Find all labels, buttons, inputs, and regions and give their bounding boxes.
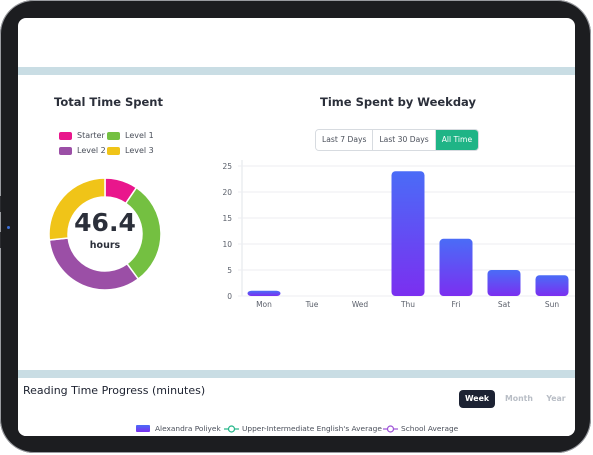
- section-divider: [18, 370, 575, 378]
- x-tick-label: Sun: [545, 300, 560, 309]
- filter-all-time[interactable]: All Time: [435, 130, 479, 150]
- legend-item-starter[interactable]: Starter: [59, 131, 105, 140]
- legend-swatch: [136, 425, 150, 432]
- legend-swatch: [107, 131, 120, 140]
- section-divider: [18, 67, 575, 75]
- x-tick-label: Fri: [452, 300, 461, 309]
- y-tick-label: 25: [222, 162, 232, 171]
- tablet-side-button: [0, 232, 1, 248]
- bar-thu[interactable]: [391, 171, 425, 296]
- period-week-button[interactable]: Week: [459, 390, 495, 408]
- reading-legend-student[interactable]: Alexandra Poliyek: [136, 424, 221, 433]
- period-month-button[interactable]: Month: [505, 394, 533, 403]
- legend-label: School Average: [401, 424, 459, 433]
- reading-progress-title: Reading Time Progress (minutes): [23, 384, 206, 397]
- weekday-bar-chart: 0 5 10 15 20 25 Mon Tue Wed Thu Fri Sat Sun: [222, 160, 575, 309]
- y-tick-label: 10: [222, 240, 232, 249]
- y-tick-label: 15: [222, 214, 232, 223]
- reading-progress-section: Reading Time Progress (minutes) Week Mon…: [18, 378, 575, 436]
- y-tick-label: 0: [227, 292, 232, 301]
- bar-mon[interactable]: [247, 290, 281, 296]
- bar-sun[interactable]: [535, 275, 569, 296]
- filter-last-7-days[interactable]: Last 7 Days: [316, 130, 374, 150]
- x-tick-label: Thu: [400, 300, 415, 309]
- y-tick-label: 5: [227, 266, 232, 275]
- legend-label: Level 3: [125, 146, 154, 155]
- reading-legend-class-average[interactable]: Upper-Intermediate English's Average: [224, 424, 382, 433]
- filter-last-30-days[interactable]: Last 30 Days: [373, 130, 436, 150]
- legend-swatch: [107, 146, 120, 155]
- bar-fri[interactable]: [439, 238, 473, 296]
- legend-label: Starter: [77, 131, 105, 140]
- legend-item-level-1[interactable]: Level 1: [107, 131, 154, 140]
- weekday-title: Time Spent by Weekday: [320, 95, 476, 109]
- legend-item-level-2[interactable]: Level 2: [59, 146, 106, 155]
- legend-swatch: [59, 146, 72, 155]
- x-tick-label: Sat: [498, 300, 510, 309]
- legend-label: Level 2: [77, 146, 106, 155]
- line-marker-icon: [383, 424, 398, 433]
- time-range-filter: Last 7 Days Last 30 Days All Time: [315, 129, 480, 151]
- legend-label: Level 1: [125, 131, 154, 140]
- tablet-side-button: [0, 196, 1, 212]
- bar-sat[interactable]: [487, 270, 521, 296]
- app-screen: Total Time Spent Starter Level 1 Level 2…: [18, 18, 575, 436]
- level-donut-chart: [48, 177, 162, 291]
- legend-label: Upper-Intermediate English's Average: [242, 424, 382, 433]
- x-tick-label: Wed: [352, 300, 369, 309]
- camera-icon: [7, 226, 10, 229]
- total-hours-unit: hours: [89, 240, 121, 251]
- x-tick-label: Tue: [305, 300, 319, 309]
- legend-swatch: [59, 131, 72, 140]
- line-marker-icon: [224, 424, 239, 433]
- donut-slice-level-3[interactable]: [48, 177, 106, 241]
- x-tick-label: Mon: [256, 300, 272, 309]
- total-time-title: Total Time Spent: [54, 95, 163, 109]
- legend-item-level-3[interactable]: Level 3: [107, 146, 154, 155]
- period-year-button[interactable]: Year: [546, 394, 566, 403]
- total-hours-value: 46.4: [74, 208, 136, 237]
- y-tick-label: 20: [222, 188, 232, 197]
- reading-legend-school-average[interactable]: School Average: [383, 424, 458, 433]
- donut-center-label: 46.4 hours: [50, 208, 160, 252]
- legend-label: Alexandra Poliyek: [155, 424, 221, 433]
